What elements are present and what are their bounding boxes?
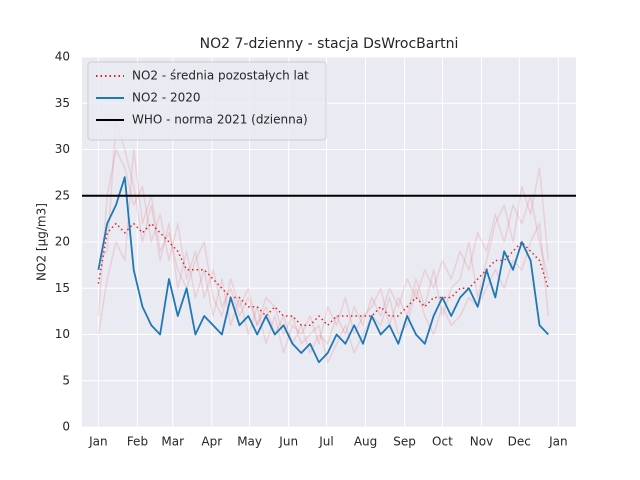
x-tick-label: Jan xyxy=(88,435,108,449)
y-tick-label: 15 xyxy=(55,281,70,295)
other-year-line xyxy=(97,148,550,354)
x-tick-label: Sep xyxy=(393,435,416,449)
y-tick-label: 40 xyxy=(55,50,70,64)
y-tick-label: 35 xyxy=(55,96,70,110)
x-tick-label: Oct xyxy=(432,435,453,449)
legend-label: NO2 - średnia pozostałych lat xyxy=(132,69,309,83)
x-tick-label: Apr xyxy=(201,435,222,449)
other-year-line xyxy=(97,121,550,354)
x-tick-label: May xyxy=(237,435,262,449)
x-tick-label: Nov xyxy=(470,435,493,449)
other-year-line xyxy=(97,148,550,364)
x-tick-label: Mar xyxy=(161,435,184,449)
legend-box xyxy=(87,61,327,141)
chart-title: NO2 7-dzienny - stacja DsWrocBartni xyxy=(200,36,459,52)
x-tick-label: Feb xyxy=(127,435,148,449)
x-tick-label: Jun xyxy=(278,435,298,449)
legend-label: WHO - norma 2021 (dzienna) xyxy=(132,113,308,127)
series-line xyxy=(97,176,549,364)
y-tick-label: 30 xyxy=(55,142,70,156)
y-tick-label: 10 xyxy=(55,327,70,341)
y-tick-label: 20 xyxy=(55,235,70,249)
x-tick-label: Jul xyxy=(318,435,333,449)
y-tick-label: 5 xyxy=(62,373,70,387)
x-tick-label: Jan xyxy=(548,435,568,449)
legend-label: NO2 - 2020 xyxy=(132,91,201,105)
y-axis-label: NO2 [µg/m3] xyxy=(35,203,49,281)
y-tick-label: 0 xyxy=(62,420,70,434)
x-tick-label: Aug xyxy=(354,435,377,449)
x-tick-label: Dec xyxy=(508,435,531,449)
y-tick-label: 25 xyxy=(55,188,70,202)
